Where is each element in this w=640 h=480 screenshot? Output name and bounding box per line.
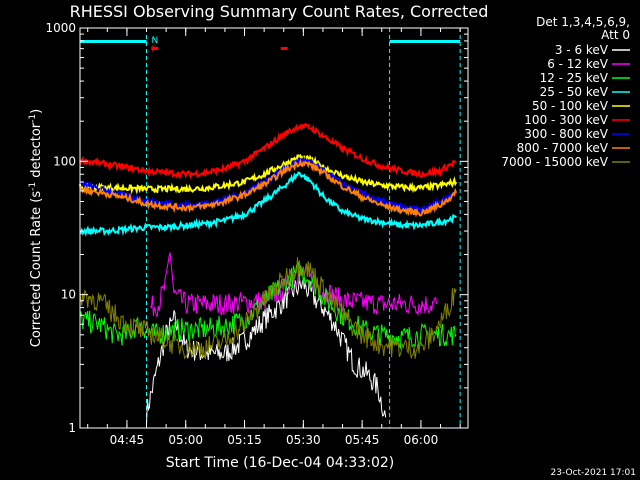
x-tick-label-3: 05:30: [286, 433, 321, 447]
x-tick-label-0: 04:45: [110, 433, 145, 447]
plot-frame: [79, 27, 469, 429]
plot-area: NF 1 10 100 1000 04:45 05:00 05:15 05:30 05:45 06:…: [45, 21, 469, 447]
x-tick-label-1: 05:00: [168, 433, 203, 447]
series-line-3: [79, 171, 457, 237]
series-line-5: [78, 122, 457, 180]
y-tick-label-3: 1000: [45, 21, 76, 35]
legend-label-7: 800 - 7000 keV: [517, 141, 609, 155]
y-tick-label-0: 1: [68, 421, 76, 435]
y-axis-label: Corrected Count Rate (s-1 detector-1): [28, 109, 44, 347]
y-tick-label-1: 10: [61, 288, 76, 302]
y-label-mid: detector: [29, 122, 44, 182]
series-line-8: [79, 257, 457, 360]
y-tick-label-2: 100: [53, 154, 76, 168]
legend-label-4: 50 - 100 keV: [532, 99, 609, 113]
x-tick-label-5: 06:00: [404, 433, 439, 447]
y-label-main: Corrected Count Rate (s: [29, 191, 44, 348]
night-bar-1: [389, 40, 461, 43]
series-line-2: [79, 261, 457, 350]
y-label-sup-1: -1: [28, 182, 38, 191]
legend-label-0: 3 - 6 keV: [555, 43, 609, 57]
flare-mark-0: [151, 47, 159, 50]
legend-label-6: 300 - 800 keV: [524, 127, 608, 141]
legend-header-line-1: Det 1,3,4,5,6,9,: [536, 15, 630, 29]
legend-label-5: 100 - 300 keV: [524, 113, 608, 127]
y-label-end: ): [29, 109, 44, 114]
legend-label-2: 12 - 25 keV: [540, 71, 609, 85]
flare-mark-1: [280, 47, 288, 50]
series-line-0: [146, 277, 387, 425]
y-label-sup-2: -1: [28, 114, 38, 123]
flag-n-label: N: [152, 36, 159, 46]
series-line-7: [78, 158, 458, 218]
series-line-1: [150, 252, 438, 317]
chart-title: RHESSI Observing Summary Count Rates, Co…: [70, 2, 489, 21]
legend-header-line-2: Att 0: [601, 28, 630, 42]
x-tick-label-4: 05:45: [345, 433, 380, 447]
legend-label-1: 6 - 12 keV: [547, 57, 609, 71]
x-axis-label: Start Time (16-Dec-04 04:33:02): [166, 455, 394, 471]
legend-label-3: 25 - 50 keV: [540, 85, 609, 99]
footer-timestamp: 23-Oct-2021 17:01: [551, 468, 636, 478]
series-line-4: [78, 153, 458, 195]
flag-f-label: F: [152, 45, 157, 55]
night-bar-0: [80, 40, 147, 43]
legend-label-8: 7000 - 15000 keV: [501, 155, 608, 169]
x-tick-label-2: 05:15: [227, 433, 262, 447]
